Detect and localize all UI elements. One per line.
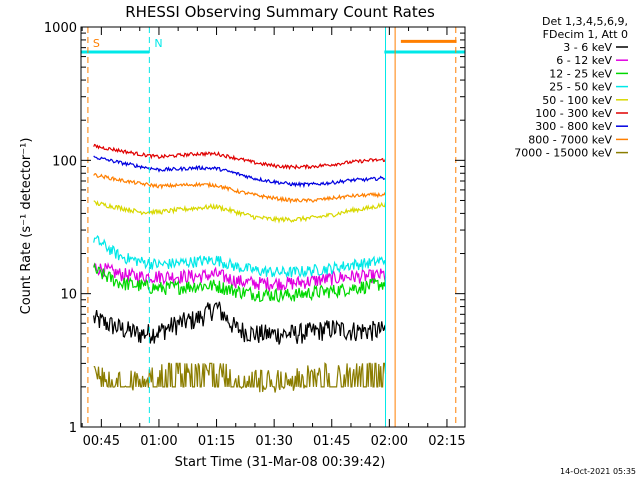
x-axis-ticks: 00:45 01:00 01:15 01:30 01:45 02:00 02:15 [81, 27, 466, 449]
x-tick-label: 01:30 [255, 434, 292, 449]
series-line-50-100keV [93, 200, 387, 224]
series-line-3-6keV [93, 301, 387, 345]
legend-label: 50 - 100 keV [542, 94, 612, 107]
series-line-100-300keV [93, 143, 387, 171]
flag-bars [81, 39, 465, 54]
series-line-25-50keV [93, 235, 387, 279]
legend-label: 3 - 6 keV [563, 41, 612, 54]
x-tick-label: 01:45 [313, 434, 350, 449]
series-line-800-7000keV [93, 173, 387, 204]
y-tick-label: 1 [69, 421, 77, 436]
legend-header-line-2: FDecim 1, Att 0 [543, 28, 628, 41]
series-line-300-800keV [93, 155, 386, 189]
y-axis-ticks: 1 10 100 1000 [44, 21, 465, 436]
legend-label: 300 - 800 keV [535, 120, 612, 133]
series-layer [93, 143, 387, 393]
legend-label: 6 - 12 keV [556, 54, 612, 67]
legend-label: 7000 - 15000 keV [514, 147, 612, 160]
series-line-6-12keV [93, 262, 387, 293]
plot-frame [80, 26, 466, 428]
x-tick-label: 02:00 [371, 434, 408, 449]
y-tick-label: 1000 [44, 21, 77, 36]
legend-header-line-1: Det 1,3,4,5,6,9, [542, 15, 628, 28]
legend: Det 1,3,4,5,6,9, FDecim 1, Att 0 3 - 6 k… [514, 15, 628, 160]
event-label-s: S [93, 37, 100, 50]
legend-label: 100 - 300 keV [535, 107, 612, 120]
legend-label: 12 - 25 keV [549, 67, 612, 80]
legend-label: 25 - 50 keV [549, 81, 612, 94]
series-line-7000-15000keV [93, 362, 387, 393]
x-tick-label: 01:15 [198, 434, 235, 449]
y-tick-label: 10 [60, 288, 77, 303]
chart-title: RHESSI Observing Summary Count Rates [125, 3, 435, 21]
x-tick-label: 02:15 [428, 434, 465, 449]
footer-timestamp: 14-Oct-2021 05:35 [560, 467, 636, 476]
series-line-12-25keV [93, 262, 387, 303]
x-axis-label: Start Time (31-Mar-08 00:39:42) [175, 455, 386, 470]
x-tick-label: 00:45 [83, 434, 120, 449]
legend-label: 800 - 7000 keV [528, 133, 612, 146]
y-tick-label: 100 [52, 154, 77, 169]
x-tick-label: 01:00 [140, 434, 177, 449]
y-axis-label: Count Rate (s⁻¹ detector⁻¹) [19, 138, 34, 315]
event-label-n: N [154, 37, 162, 50]
